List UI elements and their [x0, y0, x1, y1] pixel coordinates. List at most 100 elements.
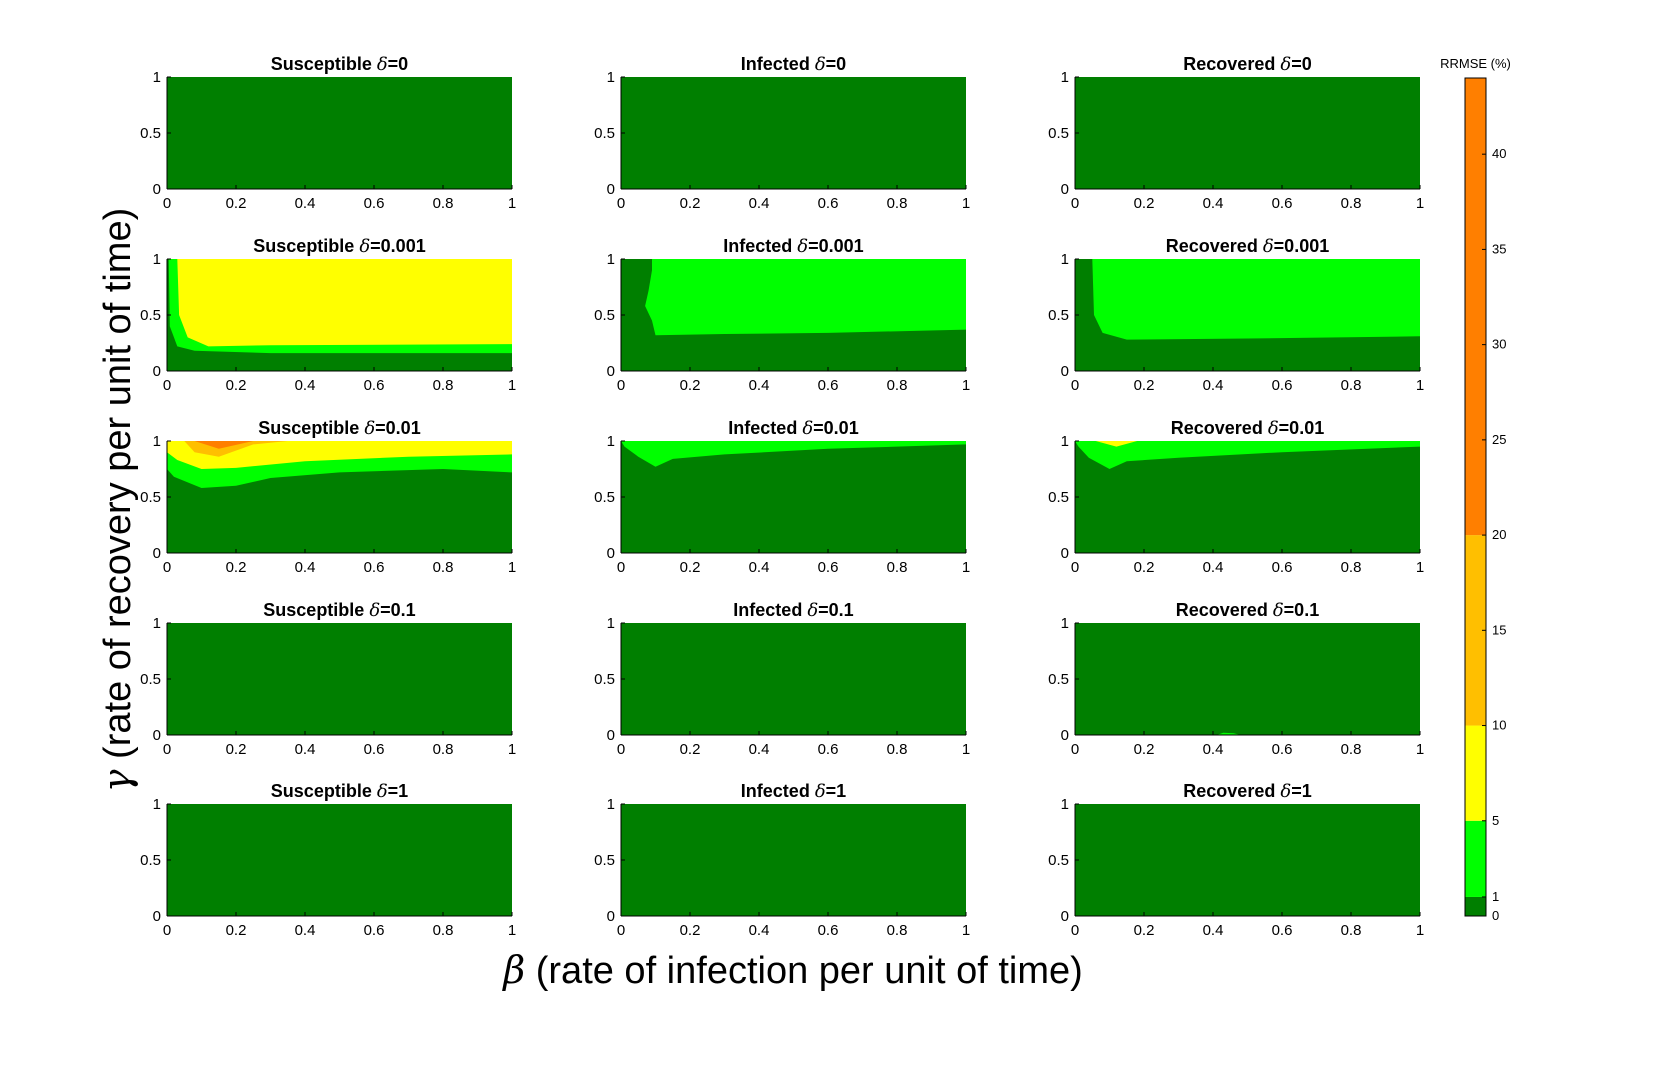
- colorbar-tick-label: 1: [1492, 889, 1499, 904]
- panel-title-delta-symbol: δ: [815, 54, 826, 75]
- x-tick-label: 0.4: [295, 377, 316, 394]
- x-tick-label: 1: [508, 741, 516, 758]
- panel-title-delta-value: =0.01: [375, 418, 421, 438]
- y-tick-label: 0.5: [1048, 125, 1069, 142]
- x-tick-label: 0.8: [887, 195, 908, 212]
- x-axis-text: (rate of infection per unit of time): [525, 950, 1083, 992]
- contour-base-region: [621, 804, 966, 916]
- panel-title-delta-value: =1: [826, 781, 847, 801]
- colorbar-segment: [1465, 78, 1486, 536]
- x-tick-label: 0.4: [295, 922, 316, 939]
- panel-title-delta-value: =1: [388, 781, 409, 801]
- colorbar-segment: [1465, 820, 1486, 897]
- panel-title-delta-value: =0.001: [808, 236, 864, 256]
- x-tick-label: 0.6: [1272, 195, 1293, 212]
- panel-title-delta-value: =0.01: [1279, 418, 1325, 438]
- contour-region-level-2: [177, 259, 513, 347]
- panel-title: Susceptible δ=1: [271, 781, 408, 802]
- y-tick-label: 0: [153, 727, 161, 744]
- x-tick-label: 0.6: [818, 377, 839, 394]
- x-tick-label: 0.6: [364, 377, 385, 394]
- x-tick-label: 0.6: [818, 195, 839, 212]
- contour-region-level-1: [1075, 441, 1420, 469]
- y-tick-label: 0: [153, 181, 161, 198]
- y-tick-label: 0.5: [140, 307, 161, 324]
- panel-title-delta-symbol: δ: [364, 418, 375, 439]
- panel-title: Susceptible δ=0.001: [253, 236, 425, 257]
- y-tick-label: 0: [607, 908, 615, 925]
- x-tick-label: 0.4: [1203, 377, 1224, 394]
- panel-recovered-delta-0.001: 0 0.2 0.4 0.6 0.8 1 0 0.5 1 Recovered δ=0.001: [1048, 236, 1424, 394]
- x-tick-label: 0: [617, 741, 625, 758]
- panel-title: Infected δ=0: [741, 54, 846, 75]
- x-tick-label: 0.6: [364, 195, 385, 212]
- panel-recovered-delta-1: 0 0.2 0.4 0.6 0.8 1 0 0.5 1 Recovered δ=1: [1048, 781, 1424, 939]
- y-tick-label: 0.5: [1048, 489, 1069, 506]
- x-tick-label: 0: [163, 922, 171, 939]
- panel-recovered-delta-0.1: 0 0.2 0.4 0.6 0.8 1 0 0.5 1 Recovered δ=0.1: [1048, 600, 1424, 758]
- x-tick-label: 0.4: [1203, 741, 1224, 758]
- x-tick-label: 0.2: [1134, 377, 1155, 394]
- panel-title-compartment: Infected: [741, 781, 815, 801]
- x-tick-label: 0: [1071, 377, 1079, 394]
- x-tick-label: 0.8: [887, 559, 908, 576]
- y-tick-label: 1: [153, 251, 161, 268]
- panel-title: Infected δ=1: [741, 781, 846, 802]
- panel-title-delta-symbol: δ: [377, 781, 388, 802]
- contour-region-level-1: [1216, 732, 1241, 735]
- x-tick-label: 0.6: [364, 741, 385, 758]
- x-tick-label: 0.6: [818, 922, 839, 939]
- panel-title-delta-symbol: δ: [815, 781, 826, 802]
- contour-base-region: [621, 77, 966, 189]
- y-tick-label: 0: [153, 363, 161, 380]
- panel-title-compartment: Recovered: [1183, 54, 1280, 74]
- panel-susceptible-delta-0.01: 0 0.2 0.4 0.6 0.8 1 0 0.5 1 Susceptible δ=0.01: [140, 418, 516, 576]
- y-tick-label: 0.5: [140, 489, 161, 506]
- x-tick-label: 0.8: [433, 377, 454, 394]
- y-tick-label: 0.5: [1048, 852, 1069, 869]
- x-tick-label: 1: [962, 377, 970, 394]
- x-tick-label: 0.2: [680, 377, 701, 394]
- panel-title-compartment: Susceptible: [271, 781, 377, 801]
- x-tick-label: 0.6: [1272, 377, 1293, 394]
- panel-title-compartment: Recovered: [1171, 418, 1268, 438]
- x-tick-label: 0.6: [818, 741, 839, 758]
- x-tick-label: 0.4: [1203, 922, 1224, 939]
- panel-title-compartment: Susceptible: [253, 236, 359, 256]
- panel-title-compartment: Recovered: [1176, 600, 1273, 620]
- colorbar-tick-label: 5: [1492, 813, 1499, 828]
- panel-title-compartment: Susceptible: [263, 600, 369, 620]
- x-tick-label: 0: [617, 195, 625, 212]
- panel-title: Recovered δ=0: [1183, 54, 1311, 75]
- x-tick-label: 0.6: [1272, 741, 1293, 758]
- x-axis-title: β (rate of infection per unit of time): [501, 948, 1083, 992]
- y-tick-label: 0: [1061, 181, 1069, 198]
- x-tick-label: 0.6: [1272, 922, 1293, 939]
- panel-title-delta-symbol: δ: [369, 600, 380, 621]
- x-tick-label: 0.8: [1341, 922, 1362, 939]
- contour-base-region: [621, 623, 966, 735]
- x-tick-label: 0.4: [749, 741, 770, 758]
- x-tick-label: 0.2: [226, 195, 247, 212]
- x-tick-label: 0.4: [295, 559, 316, 576]
- colorbar-tick-label: 40: [1492, 146, 1506, 161]
- x-tick-label: 0.2: [1134, 922, 1155, 939]
- x-tick-label: 0.6: [364, 922, 385, 939]
- y-axis-title: γ (rate of recovery per unit of time): [95, 208, 139, 792]
- x-tick-label: 0.2: [1134, 195, 1155, 212]
- panel-title-compartment: Infected: [723, 236, 797, 256]
- x-tick-label: 0: [1071, 195, 1079, 212]
- x-tick-label: 0.2: [680, 559, 701, 576]
- panel-title-compartment: Infected: [733, 600, 807, 620]
- y-tick-label: 0.5: [594, 489, 615, 506]
- contour-base-region: [1075, 804, 1420, 916]
- y-tick-label: 1: [607, 433, 615, 450]
- y-tick-label: 0.5: [594, 307, 615, 324]
- panel-title: Infected δ=0.1: [733, 600, 853, 621]
- x-tick-label: 1: [508, 922, 516, 939]
- panel-recovered-delta-0.01: 0 0.2 0.4 0.6 0.8 1 0 0.5 1 Recovered δ=0.01: [1048, 418, 1424, 576]
